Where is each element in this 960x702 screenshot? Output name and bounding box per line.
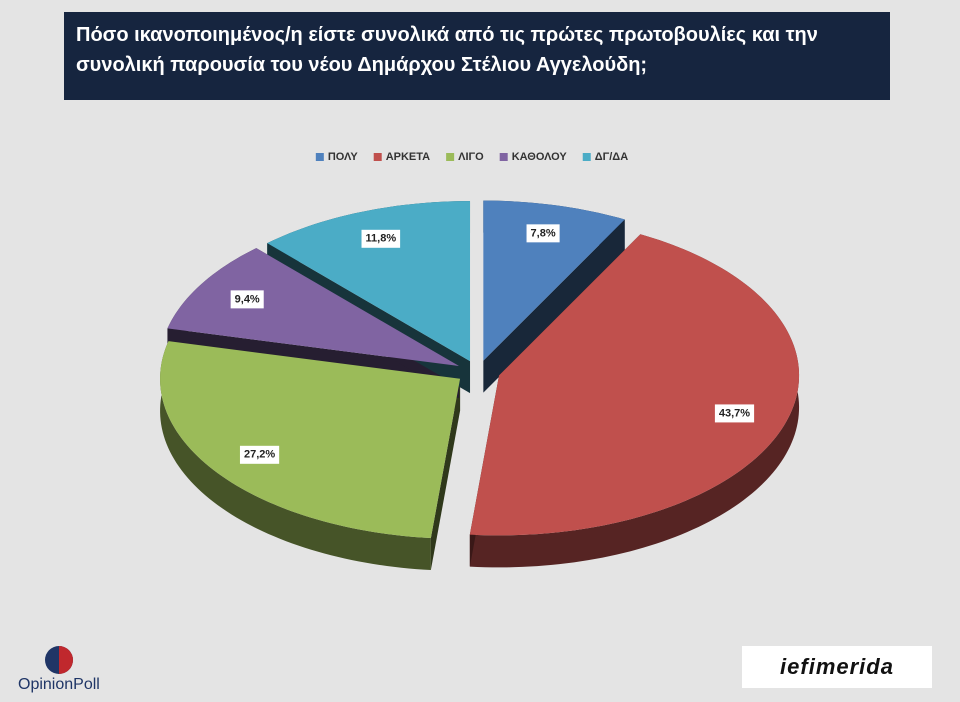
- data-label-group: 27,2%: [239, 445, 280, 464]
- data-label-group: 7,8%: [526, 224, 560, 243]
- legend-label: ΛΙΓΟ: [458, 151, 484, 163]
- pie-slice: [160, 341, 461, 539]
- data-label-group: 9,4%: [230, 290, 264, 309]
- data-label: 27,2%: [244, 449, 275, 461]
- pie-slice: [167, 248, 460, 367]
- legend-label: ΔΓ/ΔΑ: [595, 151, 628, 163]
- data-label: 9,4%: [235, 293, 260, 305]
- data-label-box: [239, 445, 280, 464]
- slice-side: [160, 341, 431, 571]
- data-label-group: 43,7%: [714, 404, 755, 423]
- data-label-box: [526, 224, 560, 243]
- chart-title: Πόσο ικανοποιημένος/η είστε συνολικά από…: [76, 24, 818, 76]
- pie-slice: [483, 200, 625, 361]
- data-label: 7,8%: [531, 227, 556, 239]
- title-box: Πόσο ικανοποιημένος/η είστε συνολικά από…: [64, 12, 890, 100]
- legend-label: ΚΑΘΟΛΟΥ: [512, 151, 568, 163]
- legend-swatch: [315, 153, 324, 161]
- data-label-box: [361, 229, 401, 248]
- data-label: 11,8%: [366, 233, 397, 245]
- data-label: 43,7%: [719, 407, 750, 419]
- logo-iefimerida: iefimerida: [742, 646, 932, 688]
- legend-swatch: [582, 153, 591, 161]
- data-label-box: [230, 290, 264, 309]
- legend: ΠΟΛΥ ΑΡΚΕΤΑ ΛΙΓΟ ΚΑΘΟΛΟΥ ΔΓ/ΔΑ: [315, 151, 628, 163]
- pie-slice: [267, 201, 471, 362]
- legend-label: ΑΡΚΕΤΑ: [386, 151, 430, 163]
- slice-side: [483, 219, 625, 393]
- pie-slice: [469, 234, 800, 536]
- legend-swatch: [499, 153, 508, 161]
- legend-label: ΠΟΛΥ: [328, 151, 359, 163]
- data-label-box: [714, 404, 755, 423]
- legend-swatch: [446, 153, 455, 161]
- logo-opinionpoll: OpinionPoll: [18, 676, 100, 693]
- data-label-group: 11,8%: [361, 229, 401, 248]
- legend-swatch: [373, 153, 382, 161]
- slice-side: [430, 378, 461, 571]
